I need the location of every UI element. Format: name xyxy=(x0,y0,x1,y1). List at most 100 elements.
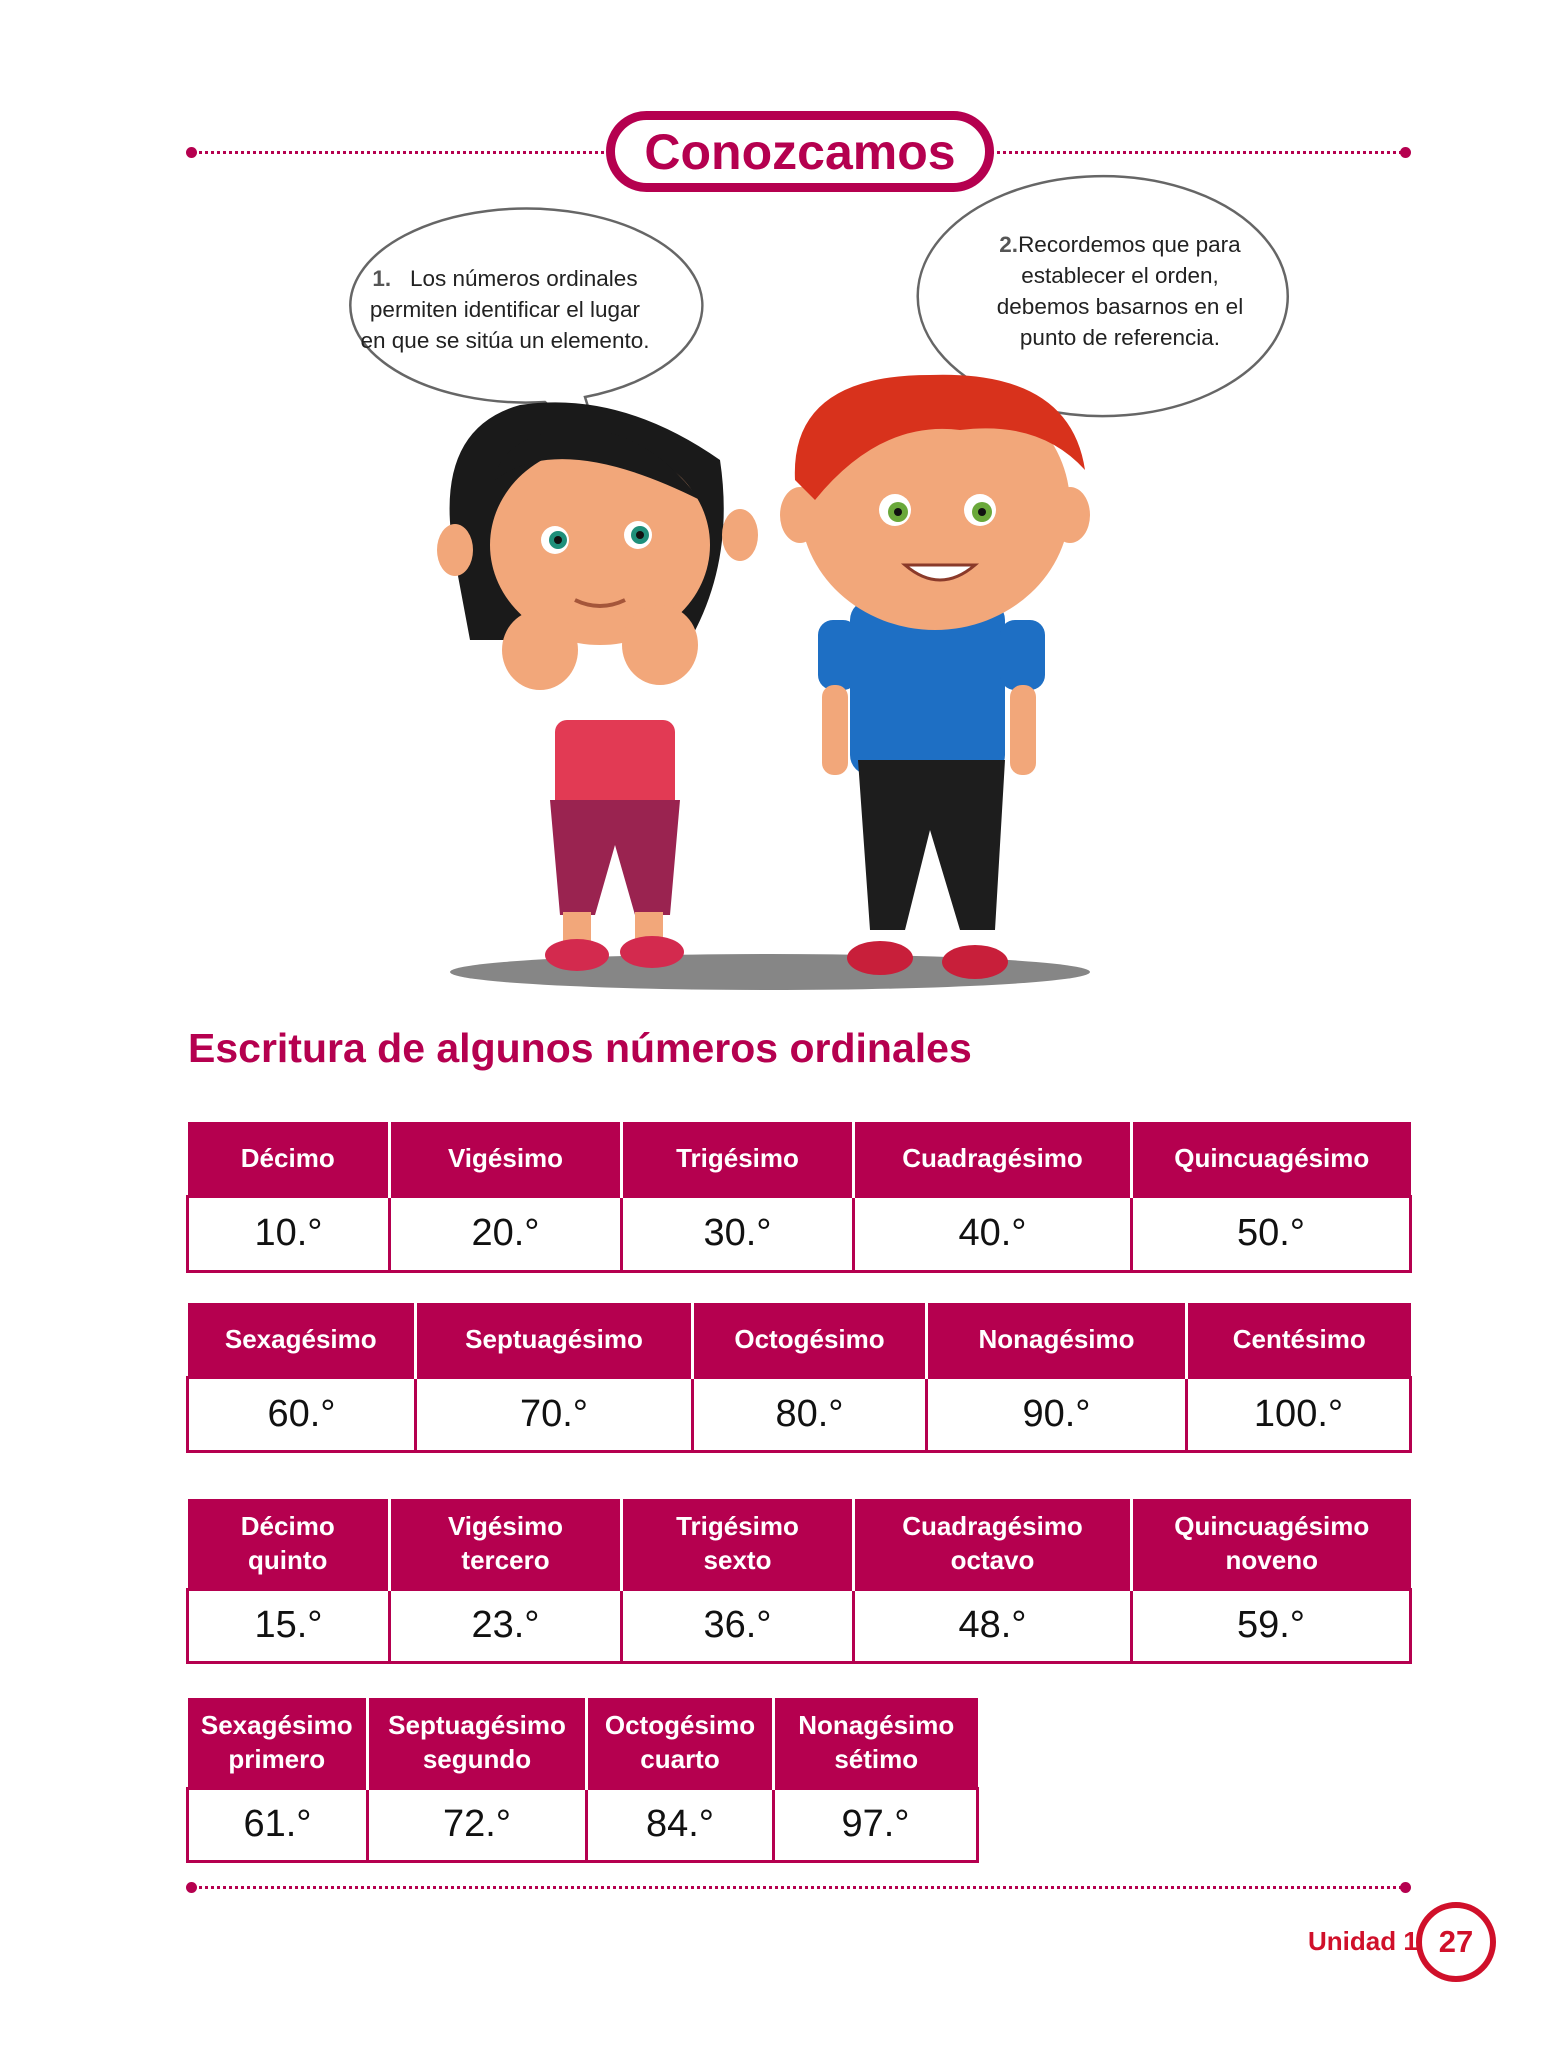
table-value-row: 61.° 72.° 84.° 97.° xyxy=(186,1786,979,1863)
speech-bubble-1-text: 1. Los números ordinales permiten identi… xyxy=(340,263,670,356)
ordinal-name-line: Octogésimo xyxy=(734,1324,885,1355)
ordinal-value-cell: 48.° xyxy=(852,1587,1133,1664)
ordinal-table: Décimo Vigésimo Trigésimo Cuadragésimo Quinc… xyxy=(186,1122,1412,1273)
ordinal-name-line: Décimo xyxy=(240,1143,335,1174)
bubble-line: establecer el orden, xyxy=(1021,263,1219,288)
ordinal-name-line: quinto xyxy=(248,1545,328,1576)
ordinal-name-cell: Centésimo xyxy=(1185,1303,1411,1377)
ordinal-name-line: Cuadragésimo xyxy=(902,1143,1083,1174)
ordinal-name-cell: Décimo quinto xyxy=(187,1499,390,1589)
ordinal-name-cell: Vigésimo tercero xyxy=(388,1499,622,1589)
ordinal-value-cell: 23.° xyxy=(388,1587,623,1664)
ordinal-value-cell: 97.° xyxy=(772,1786,979,1863)
ordinal-name-cell: Octogésimo xyxy=(691,1303,927,1377)
bubble-number: 1. xyxy=(372,266,392,291)
ordinal-value-cell: 40.° xyxy=(852,1194,1133,1273)
ordinal-value-cell: 72.° xyxy=(366,1786,588,1863)
ordinal-value-cell: 59.° xyxy=(1130,1587,1412,1664)
ordinal-value-cell: 60.° xyxy=(186,1375,417,1453)
ordinal-name-line: Septuagésimo xyxy=(388,1710,566,1741)
bubble-line: Recordemos que para xyxy=(1018,232,1241,257)
ordinal-table: Décimo quinto Vigésimo tercero Trigésimo sext… xyxy=(186,1499,1412,1664)
ordinal-value-cell: 10.° xyxy=(186,1194,391,1273)
speech-bubble-2-text: 2.Recordemos que para establecer el orde… xyxy=(960,229,1280,353)
boy-character xyxy=(780,374,1090,979)
ordinal-name-line: sétimo xyxy=(834,1744,919,1775)
ordinal-value-cell: 84.° xyxy=(585,1786,775,1863)
table-header-row: Décimo Vigésimo Trigésimo Cuadragésimo Quinc… xyxy=(187,1122,1411,1196)
ordinal-name-line: Trigésimo xyxy=(676,1143,799,1174)
ground-shadow xyxy=(450,954,1090,990)
bubble-line: en que se sitúa un elemento. xyxy=(360,328,650,353)
girl-character xyxy=(437,402,758,971)
ordinal-value-cell: 70.° xyxy=(414,1375,694,1453)
ordinal-name-cell: Septuagésimo xyxy=(414,1303,693,1377)
ordinal-name-cell: Quincuagésimo noveno xyxy=(1130,1499,1411,1589)
table-value-row: 60.° 70.° 80.° 90.° 100.° xyxy=(186,1375,1412,1453)
page-number: 27 xyxy=(1416,1902,1496,1982)
ordinal-name-cell: Décimo xyxy=(187,1122,390,1196)
ordinal-name-cell: Quincuagésimo xyxy=(1130,1122,1411,1196)
rule-dot xyxy=(1400,1882,1411,1893)
ordinal-name-cell: Nonagésimo sétimo xyxy=(772,1698,978,1788)
ordinal-name-line: Quincuagésimo xyxy=(1174,1143,1370,1174)
ordinal-table: Sexagésimo primero Septuagésimo segundo Octo… xyxy=(186,1698,979,1863)
ordinal-value-cell: 90.° xyxy=(925,1375,1188,1453)
ordinal-name-line: Octogésimo xyxy=(604,1710,756,1741)
ordinal-name-cell: Cuadragésimo xyxy=(852,1122,1132,1196)
speech-bubble-2 xyxy=(916,174,1289,441)
speech-bubble-1 xyxy=(349,207,704,456)
ordinal-name-line: Sexagésimo xyxy=(224,1324,377,1355)
ordinal-name-line: Quincuagésimo xyxy=(1174,1511,1370,1542)
ordinal-value-cell: 61.° xyxy=(186,1786,369,1863)
ordinal-table: Sexagésimo Septuagésimo Octogésimo Nonagési… xyxy=(186,1303,1412,1453)
table-value-row: 15.° 23.° 36.° 48.° 59.° xyxy=(186,1587,1412,1664)
ordinal-name-line: Nonagésimo xyxy=(978,1324,1135,1355)
ordinal-name-line: Septuagésimo xyxy=(465,1324,643,1355)
ordinal-name-cell: Vigésimo xyxy=(388,1122,622,1196)
ordinal-name-line: noveno xyxy=(1225,1545,1318,1576)
ordinal-name-line: Nonagésimo xyxy=(798,1710,955,1741)
ordinal-name-cell: Cuadragésimo octavo xyxy=(852,1499,1132,1589)
table-header-row: Décimo quinto Vigésimo tercero Trigésimo sext… xyxy=(187,1499,1411,1589)
bubble-number: 2. xyxy=(999,232,1019,257)
table-value-row: 10.° 20.° 30.° 40.° 50.° xyxy=(186,1194,1412,1273)
ordinal-value-cell: 36.° xyxy=(620,1587,855,1664)
rule-dot xyxy=(186,147,197,158)
section-heading: Escritura de algunos números ordinales xyxy=(188,1025,972,1071)
section-title: Conozcamos xyxy=(606,111,994,192)
ordinal-value-cell: 15.° xyxy=(186,1587,391,1664)
ordinal-name-line: tercero xyxy=(461,1545,550,1576)
ordinal-name-cell: Trigésimo sexto xyxy=(620,1499,854,1589)
ordinal-name-line: Décimo xyxy=(240,1511,335,1542)
ordinal-name-line: segundo xyxy=(422,1744,532,1775)
ordinal-name-line: primero xyxy=(228,1744,326,1775)
table-header-row: Sexagésimo Septuagésimo Octogésimo Nonagési… xyxy=(187,1303,1411,1377)
bubble-line: permiten identificar el lugar xyxy=(369,297,641,322)
bubble-line: debemos basarnos en el xyxy=(996,294,1244,319)
bottom-dotted-rule xyxy=(192,1886,1402,1889)
rule-dot xyxy=(1400,147,1411,158)
ordinal-name-cell: Septuagésimo segundo xyxy=(366,1698,587,1788)
ordinal-value-cell: 50.° xyxy=(1130,1194,1412,1273)
ordinal-name-cell: Nonagésimo xyxy=(925,1303,1187,1377)
bubble-line: Los números ordinales xyxy=(409,266,638,291)
ordinal-value-cell: 30.° xyxy=(620,1194,855,1273)
ordinal-name-line: sexto xyxy=(703,1545,772,1576)
ordinal-name-line: Centésimo xyxy=(1232,1324,1366,1355)
ordinal-value-cell: 20.° xyxy=(388,1194,623,1273)
ordinal-name-cell: Sexagésimo primero xyxy=(187,1698,368,1788)
ordinal-name-line: Vigésimo xyxy=(447,1143,564,1174)
illustration xyxy=(349,174,1289,990)
ordinal-name-line: Cuadragésimo xyxy=(902,1511,1083,1542)
ordinal-name-line: Sexagésimo xyxy=(200,1710,353,1741)
ordinal-name-cell: Octogésimo cuarto xyxy=(585,1698,774,1788)
ordinal-value-cell: 80.° xyxy=(691,1375,928,1453)
ordinal-name-cell: Sexagésimo xyxy=(187,1303,416,1377)
ordinal-name-line: Trigésimo xyxy=(676,1511,799,1542)
table-header-row: Sexagésimo primero Septuagésimo segundo Octo… xyxy=(187,1698,978,1788)
ordinal-name-cell: Trigésimo xyxy=(620,1122,854,1196)
ordinal-name-line: cuarto xyxy=(640,1744,720,1775)
ordinal-name-line: Vigésimo xyxy=(447,1511,564,1542)
ordinal-value-cell: 100.° xyxy=(1185,1375,1412,1453)
